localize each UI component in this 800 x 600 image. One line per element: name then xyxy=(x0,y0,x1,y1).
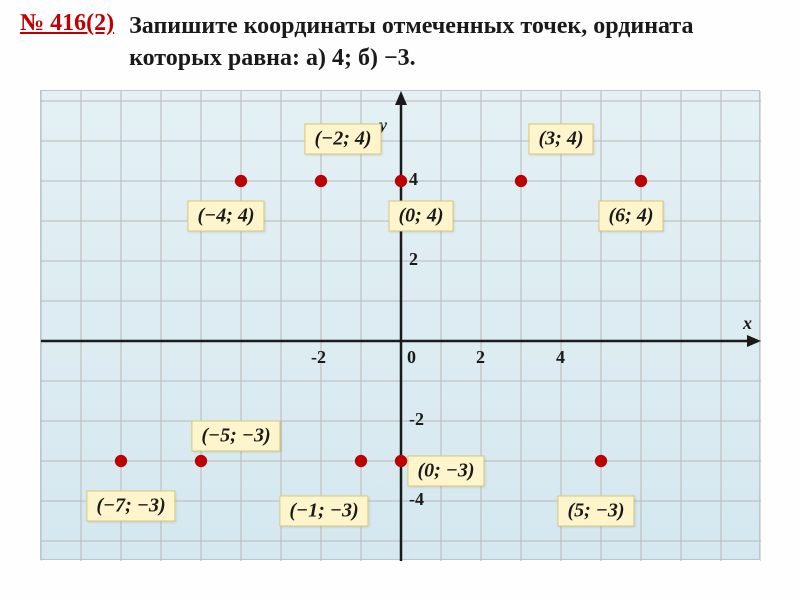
coordinate-label-0: (−2; 4) xyxy=(304,123,381,154)
y-tick--4: -4 xyxy=(409,489,424,510)
coordinate-label-3: (0; 4) xyxy=(389,200,454,231)
header: № 416(2) Запишите координаты отмеченных … xyxy=(0,0,800,90)
coordinate-label-9: (5; −3) xyxy=(557,495,634,526)
problem-number: № 416(2) xyxy=(20,10,114,37)
coordinate-label-8: (−1; −3) xyxy=(279,495,368,526)
y-tick--2: -2 xyxy=(409,409,424,430)
x-axis-label: x xyxy=(743,313,752,334)
coordinate-label-5: (−5; −3) xyxy=(191,420,280,451)
x-tick-4: 4 xyxy=(556,347,565,368)
coordinate-label-1: (3; 4) xyxy=(529,123,594,154)
x-tick-2: 2 xyxy=(476,347,485,368)
problem-text: Запишите координаты отмеченных точек, ор… xyxy=(129,10,780,75)
coordinate-label-2: (−4; 4) xyxy=(187,200,264,231)
y-tick-2: 2 xyxy=(409,249,418,270)
origin-label: 0 xyxy=(407,347,416,368)
coordinate-chart: y x 0-22442-2-4(−2; 4)(3; 4)(−4; 4)(0; 4… xyxy=(40,90,760,560)
coordinate-label-6: (0; −3) xyxy=(407,455,484,486)
coordinate-label-7: (−7; −3) xyxy=(86,490,175,521)
y-tick-4: 4 xyxy=(409,169,418,190)
x-tick--2: -2 xyxy=(311,347,326,368)
coordinate-label-4: (6; 4) xyxy=(599,200,664,231)
